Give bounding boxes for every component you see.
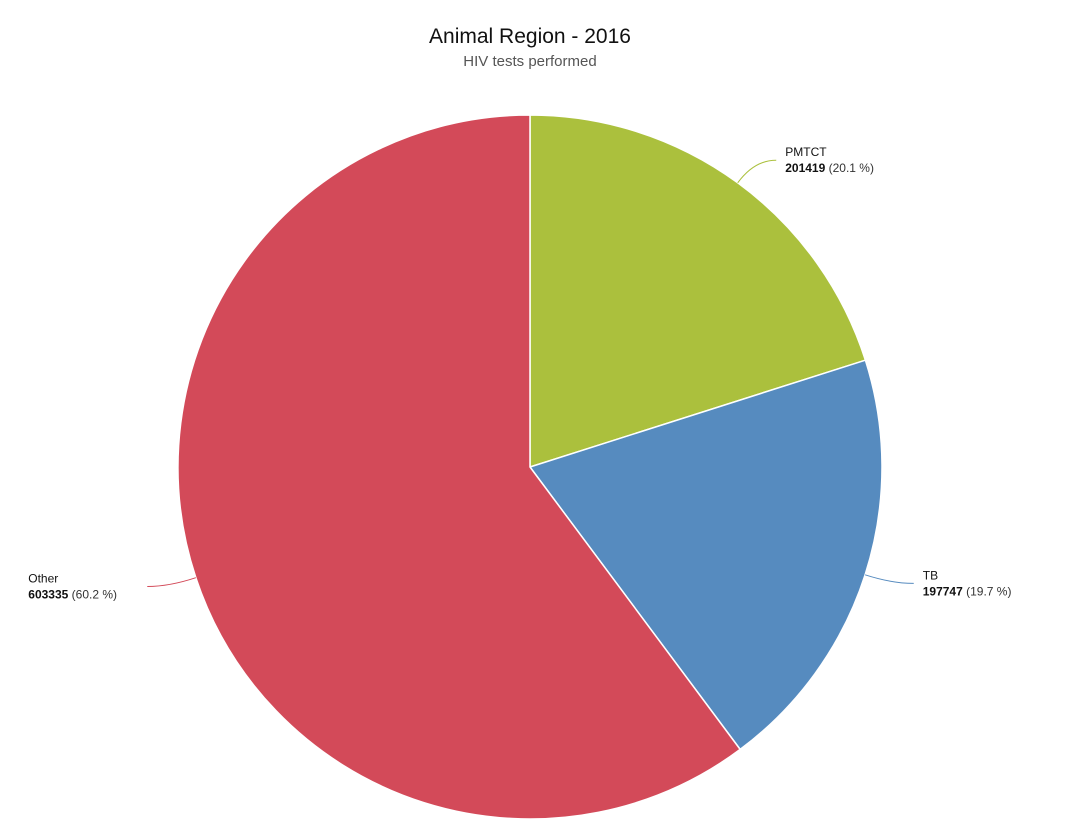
slice-label-value-tb: 197747 (19.7 %) bbox=[923, 584, 1012, 598]
pie-slice-other[interactable] bbox=[177, 114, 741, 820]
slice-label-value-other: 603335 (60.2 %) bbox=[28, 588, 117, 602]
leader-line-pmtct bbox=[737, 159, 777, 184]
slice-value-other: 603335 bbox=[28, 588, 68, 602]
chart-subtitle: HIV tests performed bbox=[463, 53, 596, 70]
slice-percent-tb: (19.7 %) bbox=[963, 584, 1012, 598]
pie-slice-pmtct[interactable] bbox=[529, 114, 867, 468]
chart-title: Animal Region - 2016 bbox=[429, 25, 631, 48]
leader-line-other bbox=[147, 577, 197, 587]
slice-leader-lines bbox=[147, 159, 914, 587]
slice-value-tb: 197747 bbox=[923, 584, 963, 598]
slice-label-name-tb: TB bbox=[923, 568, 938, 582]
slice-value-pmtct: 201419 bbox=[785, 161, 825, 175]
slice-percent-pmtct: (20.1 %) bbox=[825, 161, 874, 175]
slice-percent-other: (60.2 %) bbox=[68, 588, 117, 602]
leader-line-tb bbox=[864, 574, 914, 584]
pie-slices bbox=[177, 114, 883, 820]
slice-label-name-other: Other bbox=[28, 572, 58, 586]
slice-labels: PMTCT 201419 (20.1 %) TB 197747 (19.7 %) Oth… bbox=[28, 145, 1011, 601]
slice-label-value-pmtct: 201419 (20.1 %) bbox=[785, 161, 874, 175]
slice-label-name-pmtct: PMTCT bbox=[785, 145, 827, 159]
